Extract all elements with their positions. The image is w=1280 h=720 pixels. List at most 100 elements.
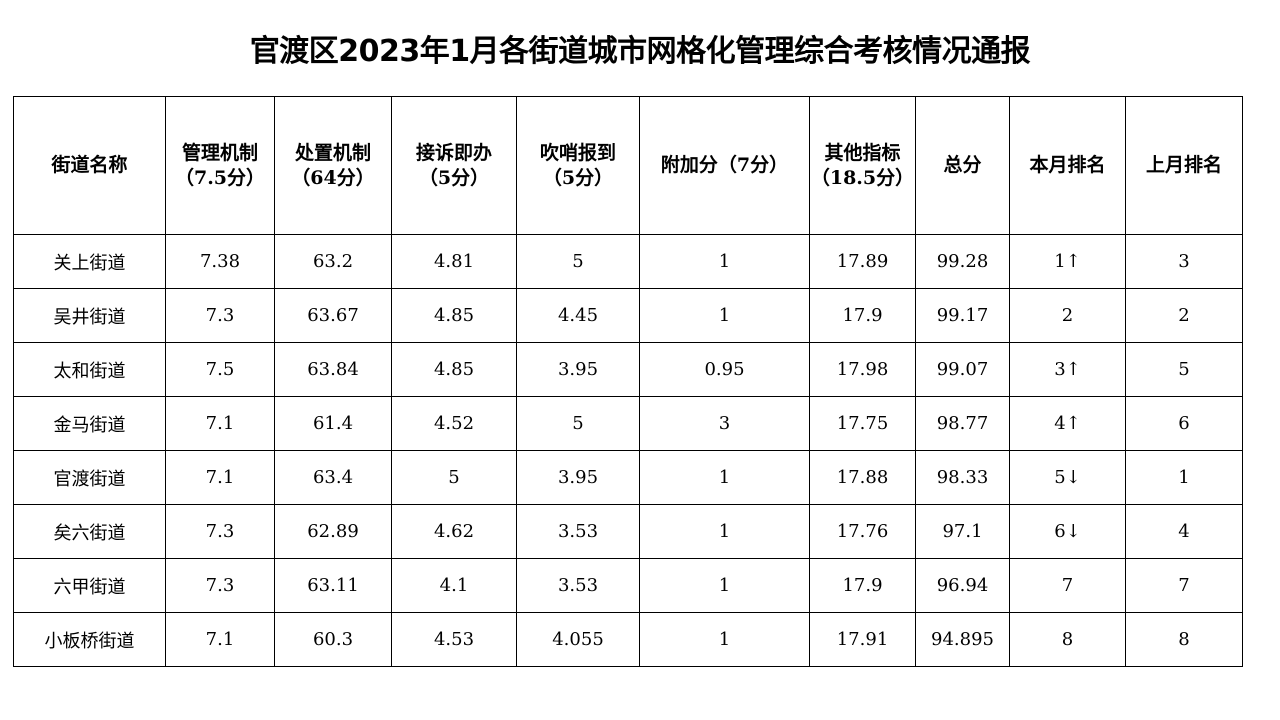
cell-whistle: 3.53 [516,558,640,613]
cell-complaint: 5 [391,450,517,505]
cell-rank-last-month: 3 [1125,234,1243,289]
cell-bonus: 1 [639,234,810,289]
cell-other: 17.75 [809,396,916,451]
cell-management: 7.1 [165,450,275,505]
header-row: 街道名称 管理机制 （7.5分） 处置机制 （64分） 接诉即办 （5分） 吹哨… [13,96,1243,235]
cell-rank-last-month: 5 [1125,342,1243,397]
table-row: 官渡街道 7.1 63.4 5 3.95 1 17.88 98.33 5↓ 1 [13,450,1243,505]
cell-other: 17.76 [809,504,916,559]
cell-rank-last-month: 2 [1125,288,1243,343]
cell-rank-this-month: 3↑ [1009,342,1126,397]
cell-handling: 60.3 [274,612,392,667]
header-other-indicators: 其他指标 （18.5分） [809,96,916,235]
cell-handling: 62.89 [274,504,392,559]
header-rank-last-month: 上月排名 [1125,96,1243,235]
table-row: 六甲街道 7.3 63.11 4.1 3.53 1 17.9 96.94 7 7 [13,558,1243,613]
cell-street-name: 太和街道 [13,342,166,397]
cell-rank-this-month: 6↓ [1009,504,1126,559]
cell-other: 17.88 [809,450,916,505]
cell-rank-last-month: 1 [1125,450,1243,505]
cell-total: 99.28 [915,234,1010,289]
cell-handling: 61.4 [274,396,392,451]
cell-total: 98.77 [915,396,1010,451]
cell-total: 99.07 [915,342,1010,397]
cell-management: 7.1 [165,396,275,451]
cell-total: 98.33 [915,450,1010,505]
cell-other: 17.98 [809,342,916,397]
table-row: 太和街道 7.5 63.84 4.85 3.95 0.95 17.98 99.07 3↑ 5 [13,342,1243,397]
cell-rank-this-month: 8 [1009,612,1126,667]
cell-street-name: 矣六街道 [13,504,166,559]
cell-management: 7.3 [165,558,275,613]
cell-whistle: 4.055 [516,612,640,667]
table-row: 小板桥街道 7.1 60.3 4.53 4.055 1 17.91 94.895 8 8 [13,612,1243,667]
cell-other: 17.91 [809,612,916,667]
cell-bonus: 1 [639,612,810,667]
cell-rank-last-month: 6 [1125,396,1243,451]
cell-rank-this-month: 4↑ [1009,396,1126,451]
header-bonus-points: 附加分（7分） [639,96,810,235]
cell-total: 97.1 [915,504,1010,559]
cell-complaint: 4.52 [391,396,517,451]
header-rank-this-month: 本月排名 [1009,96,1126,235]
header-management-mechanism: 管理机制 （7.5分） [165,96,275,235]
table-body: 关上街道 7.38 63.2 4.81 5 1 17.89 99.28 1↑ 3 吴井街道 7.3 63… [13,234,1243,667]
cell-rank-this-month: 1↑ [1009,234,1126,289]
cell-complaint: 4.85 [391,342,517,397]
header-street-name: 街道名称 [13,96,166,235]
cell-rank-this-month: 7 [1009,558,1126,613]
cell-street-name: 关上街道 [13,234,166,289]
cell-rank-this-month: 2 [1009,288,1126,343]
cell-street-name: 吴井街道 [13,288,166,343]
cell-street-name: 六甲街道 [13,558,166,613]
cell-bonus: 1 [639,558,810,613]
cell-bonus: 1 [639,450,810,505]
table-row: 矣六街道 7.3 62.89 4.62 3.53 1 17.76 97.1 6↓ 4 [13,504,1243,559]
cell-street-name: 小板桥街道 [13,612,166,667]
cell-handling: 63.84 [274,342,392,397]
cell-total: 94.895 [915,612,1010,667]
header-total-score: 总分 [915,96,1010,235]
cell-street-name: 金马街道 [13,396,166,451]
cell-whistle: 3.95 [516,450,640,505]
cell-management: 7.1 [165,612,275,667]
cell-handling: 63.11 [274,558,392,613]
cell-other: 17.89 [809,234,916,289]
cell-total: 96.94 [915,558,1010,613]
table-row: 关上街道 7.38 63.2 4.81 5 1 17.89 99.28 1↑ 3 [13,234,1243,289]
header-handling-mechanism: 处置机制 （64分） [274,96,392,235]
cell-total: 99.17 [915,288,1010,343]
assessment-table: 街道名称 管理机制 （7.5分） 处置机制 （64分） 接诉即办 （5分） 吹哨… [13,96,1243,667]
cell-handling: 63.67 [274,288,392,343]
cell-whistle: 5 [516,234,640,289]
cell-whistle: 4.45 [516,288,640,343]
cell-other: 17.9 [809,558,916,613]
cell-bonus: 3 [639,396,810,451]
cell-rank-last-month: 8 [1125,612,1243,667]
cell-handling: 63.2 [274,234,392,289]
cell-handling: 63.4 [274,450,392,505]
cell-management: 7.3 [165,504,275,559]
cell-complaint: 4.1 [391,558,517,613]
cell-whistle: 5 [516,396,640,451]
cell-management: 7.38 [165,234,275,289]
cell-complaint: 4.85 [391,288,517,343]
cell-complaint: 4.81 [391,234,517,289]
cell-whistle: 3.53 [516,504,640,559]
cell-management: 7.3 [165,288,275,343]
header-whistle-report: 吹哨报到 （5分） [516,96,640,235]
cell-whistle: 3.95 [516,342,640,397]
cell-rank-last-month: 7 [1125,558,1243,613]
cell-management: 7.5 [165,342,275,397]
header-complaint-response: 接诉即办 （5分） [391,96,517,235]
cell-complaint: 4.53 [391,612,517,667]
cell-rank-this-month: 5↓ [1009,450,1126,505]
table-row: 吴井街道 7.3 63.67 4.85 4.45 1 17.9 99.17 2 2 [13,288,1243,343]
page-title: 官渡区2023年1月各街道城市网格化管理综合考核情况通报 [249,34,1031,69]
cell-street-name: 官渡街道 [13,450,166,505]
cell-bonus: 1 [639,504,810,559]
cell-rank-last-month: 4 [1125,504,1243,559]
cell-other: 17.9 [809,288,916,343]
cell-bonus: 0.95 [639,342,810,397]
table-row: 金马街道 7.1 61.4 4.52 5 3 17.75 98.77 4↑ 6 [13,396,1243,451]
